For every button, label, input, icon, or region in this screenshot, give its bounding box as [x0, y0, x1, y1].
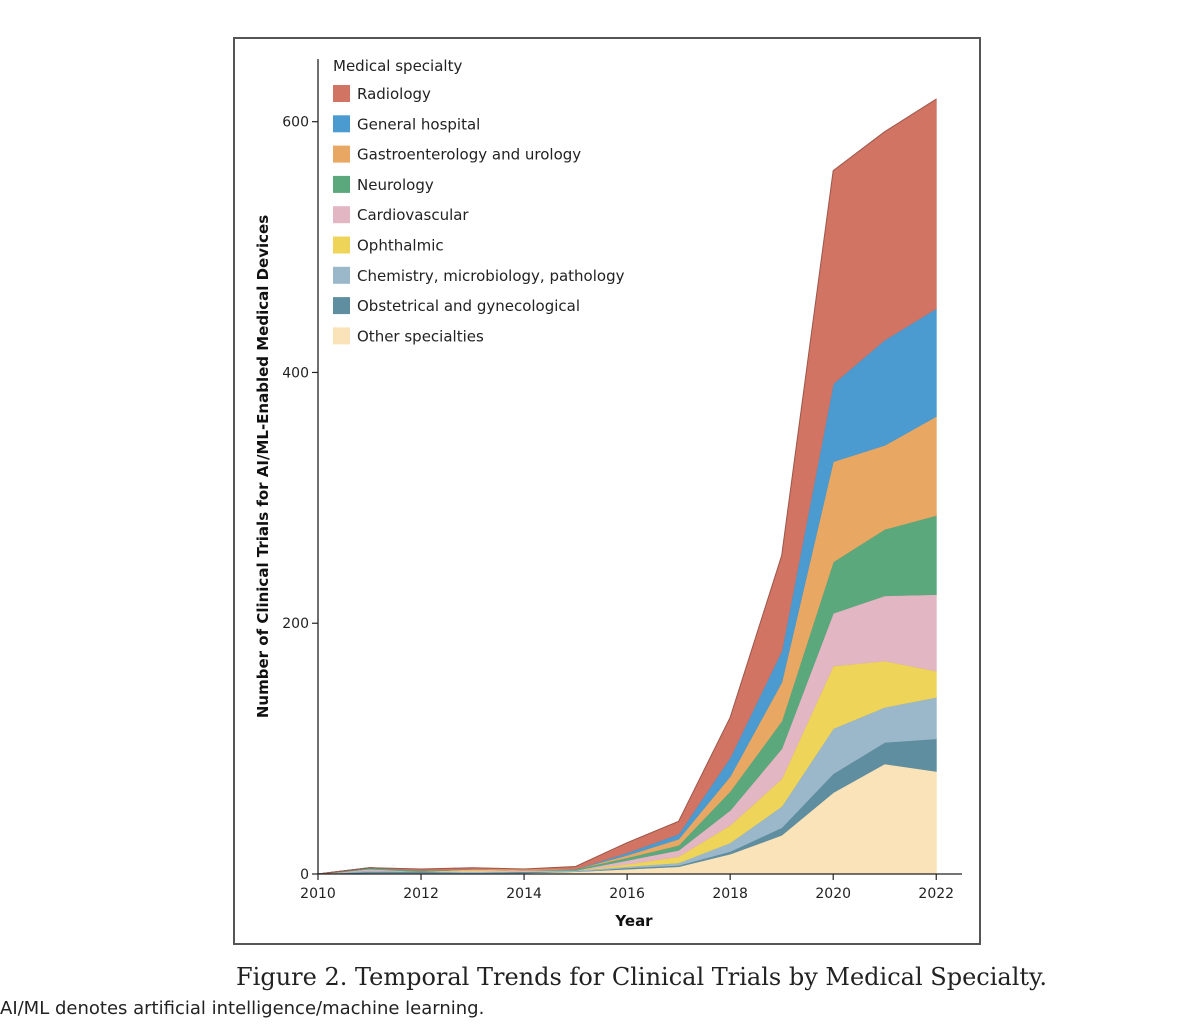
legend-label-ophthalmic: Ophthalmic — [357, 237, 444, 255]
area-edge-radiology — [317, 98, 937, 875]
legend-label-obstetrical-and-gynecological: Obstetrical and gynecological — [357, 297, 580, 315]
y-tick-label: 200 — [282, 616, 309, 632]
x-tick-label: 2014 — [506, 886, 542, 902]
y-tick-label: 400 — [282, 365, 309, 381]
x-tick-label: 2020 — [815, 886, 851, 902]
figure-footnote: AI/ML denotes artificial intelligence/ma… — [0, 998, 485, 1019]
legend-swatch-gastroenterology-and-urology — [333, 145, 350, 163]
legend-label-radiology: Radiology — [357, 85, 431, 103]
legend-title: Medical specialty — [333, 57, 462, 75]
legend-swatch-cardiovascular — [333, 206, 350, 224]
x-tick-label: 2012 — [403, 886, 439, 902]
legend-swatch-chemistry-microbiology-pathology — [333, 266, 350, 284]
stacked-area-chart: 0 200 400 600 2010 2012 2014 2016 2018 2020 2022 Ye… — [254, 57, 962, 930]
legend-label-chemistry-microbiology-pathology: Chemistry, microbiology, pathology — [357, 267, 625, 285]
area-radiology — [317, 98, 937, 875]
legend-swatch-radiology — [333, 85, 350, 102]
y-tick-label: 0 — [300, 867, 309, 883]
legend-label-general-hospital: General hospital — [357, 115, 480, 133]
y-axis-title: Number of Clinical Trials for AI/ML-Enab… — [254, 215, 272, 718]
legend-swatch-other-specialties — [333, 327, 350, 345]
legend-swatch-obstetrical-and-gynecological — [333, 297, 350, 315]
legend-label-cardiovascular: Cardiovascular — [357, 206, 469, 224]
legend-label-other-specialties: Other specialties — [357, 327, 484, 345]
legend-label-gastroenterology-and-urology: Gastroenterology and urology — [357, 146, 581, 164]
legend-swatch-neurology — [333, 175, 350, 193]
legend-label-neurology: Neurology — [357, 176, 434, 194]
x-tick-label: 2010 — [300, 886, 336, 902]
legend-swatch-general-hospital — [333, 115, 350, 133]
x-tick-label: 2016 — [609, 886, 645, 902]
x-tick-label: 2018 — [712, 886, 748, 902]
y-tick-label: 600 — [282, 115, 309, 131]
x-axis-title: Year — [614, 912, 653, 930]
figure-caption: Figure 2. Temporal Trends for Clinical T… — [236, 963, 1048, 991]
x-tick-label: 2022 — [918, 886, 954, 902]
chart-frame: 0 200 400 600 2010 2012 2014 2016 2018 2020 2022 Ye… — [233, 37, 981, 945]
legend-swatch-ophthalmic — [333, 236, 350, 254]
